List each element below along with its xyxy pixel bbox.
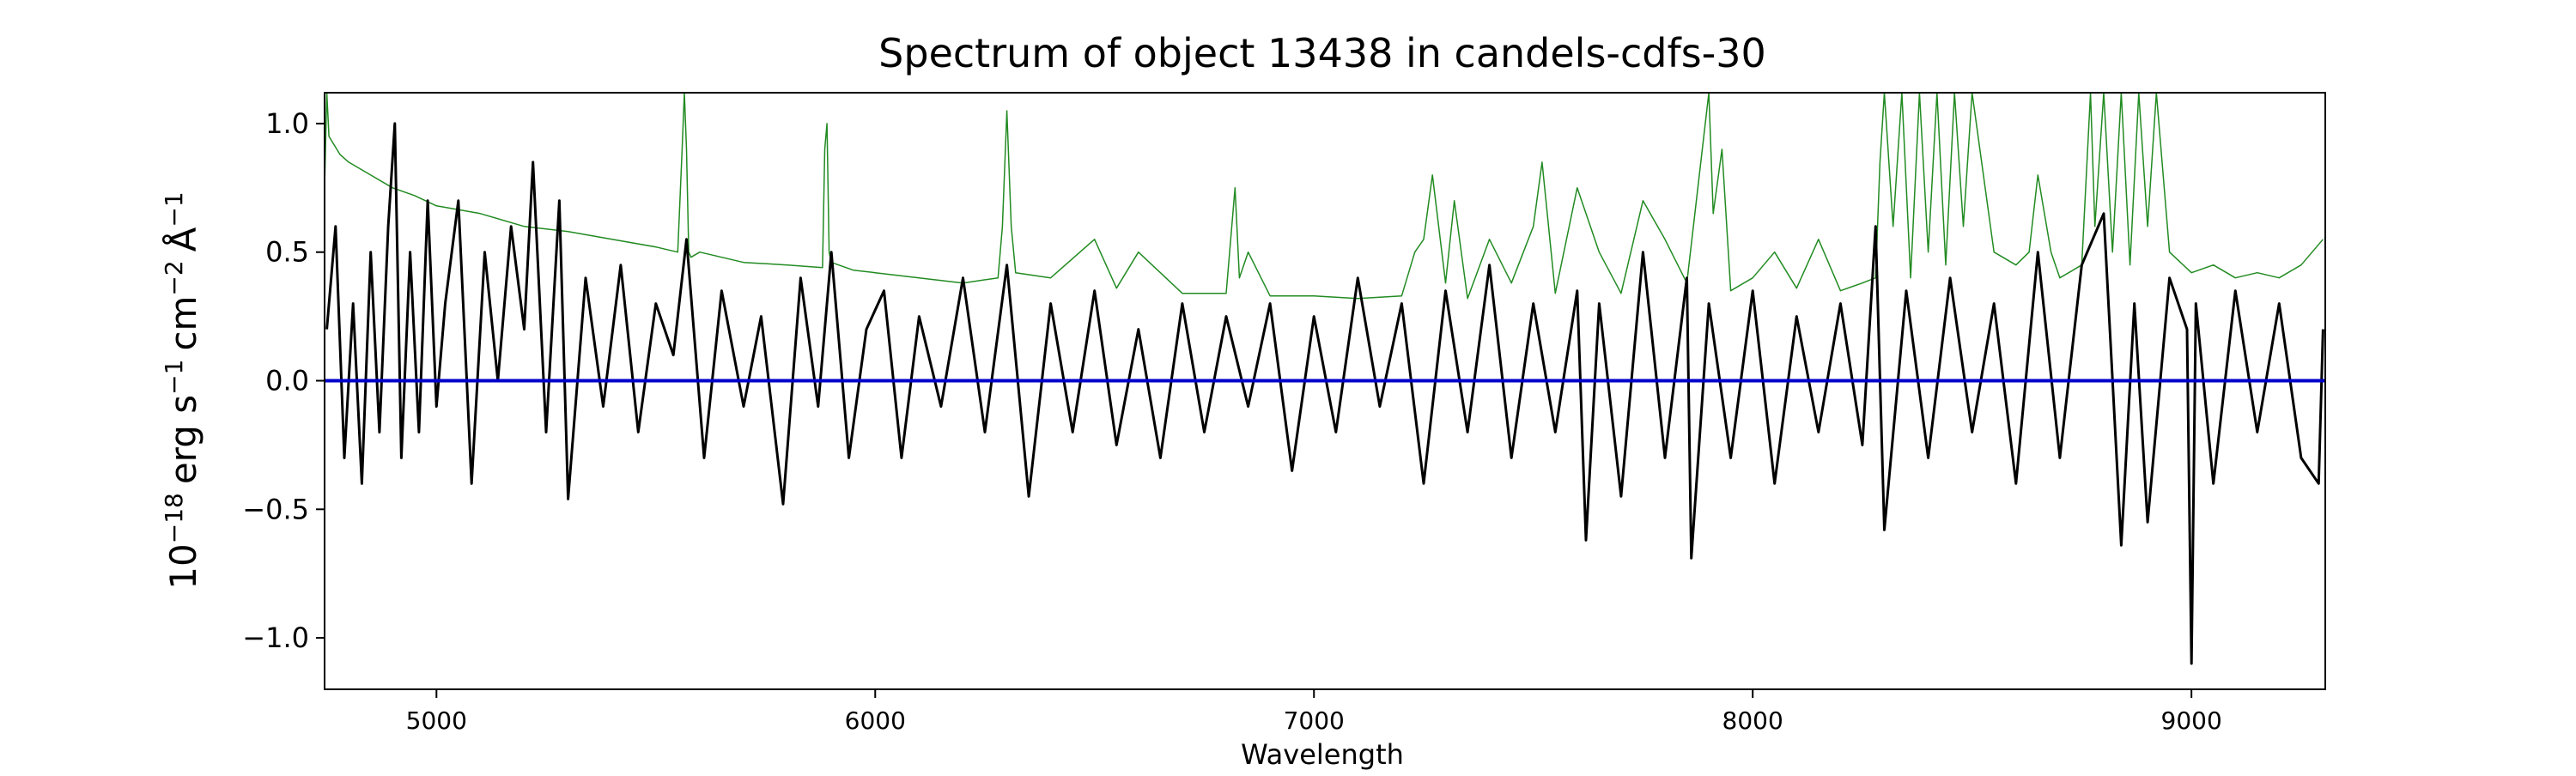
plot-frame — [324, 92, 2326, 690]
y-tick-label: −0.5 — [242, 493, 309, 525]
y-tick-label: 0.0 — [265, 365, 309, 397]
y-label-exp3: −1 — [160, 191, 188, 227]
flux-series-line — [325, 122, 2324, 665]
y-label-unit1: erg s — [162, 395, 204, 484]
x-tick-label: 5000 — [406, 706, 467, 735]
y-label-unit3: Å — [161, 227, 204, 252]
x-tick-label: 9000 — [2161, 706, 2222, 735]
y-tick-label: −1.0 — [242, 621, 309, 654]
y-label-unit2: cm — [162, 296, 204, 351]
x-tick-label: 7000 — [1284, 706, 1345, 735]
y-tick-label: 0.5 — [265, 236, 309, 269]
y-axis-label: 10−18erg s−1cm−2Å−1 — [160, 191, 204, 589]
y-tick-label: 1.0 — [265, 107, 309, 140]
y-label-base: 10 — [162, 543, 204, 589]
x-tick-label: 8000 — [1722, 706, 1783, 735]
y-label-exp1: −1 — [160, 360, 188, 395]
chart-title: Spectrum of object 13438 in candels-cdfs… — [878, 30, 1766, 76]
svg-text:10−18erg s−1cm−2Å−1: 10−18erg s−1cm−2Å−1 — [160, 191, 204, 589]
y-label-exp2: −2 — [160, 260, 188, 295]
error-series-line — [325, 93, 2324, 300]
x-axis-label: Wavelength — [1241, 738, 1404, 771]
x-tick-label: 6000 — [845, 706, 906, 735]
y-label-exp: −18 — [160, 493, 188, 543]
